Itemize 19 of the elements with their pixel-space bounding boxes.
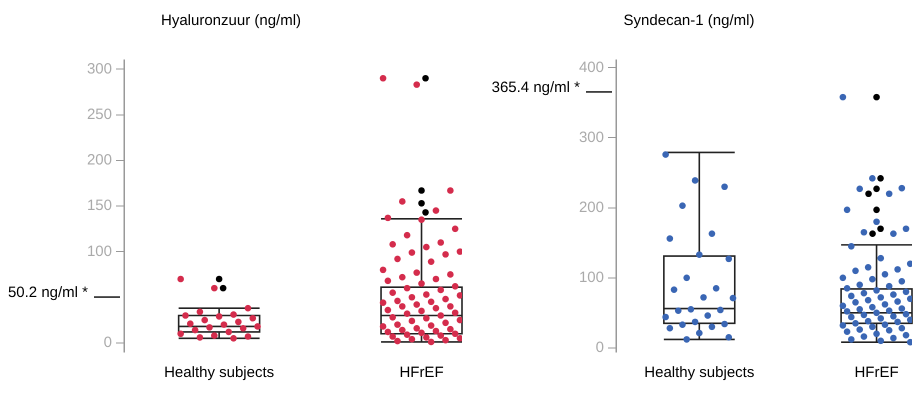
y-tick-label: 100 xyxy=(578,268,604,286)
y-tick-label: 250 xyxy=(86,106,112,123)
y-tick-label: 200 xyxy=(86,152,112,169)
y-tick-label: 0 xyxy=(104,334,112,352)
chart-title: Syndecan-1 (ng/ml) xyxy=(624,12,754,30)
y-tick-label: 150 xyxy=(86,197,112,214)
ref-line-label: 50.2 ng/ml * xyxy=(8,284,88,302)
x-tick-label: HFrEF xyxy=(399,364,444,382)
y-tick-label: 100 xyxy=(86,242,112,260)
ref-line-label: 365.4 ng/ml * xyxy=(492,79,580,96)
y-tick-label: 0 xyxy=(596,338,604,356)
x-tick-label: HFrEF xyxy=(854,364,899,382)
chart-title: Hyaluronzuur (ng/ml) xyxy=(160,12,302,30)
y-tick-label: 200 xyxy=(578,198,604,216)
y-tick-label: 300 xyxy=(578,128,604,146)
x-tick-label: Healthy subjects xyxy=(164,364,274,382)
y-tick-label: 400 xyxy=(578,58,604,76)
x-tick-label: Healthy subjects xyxy=(644,364,754,382)
y-tick-label: 300 xyxy=(86,60,112,78)
